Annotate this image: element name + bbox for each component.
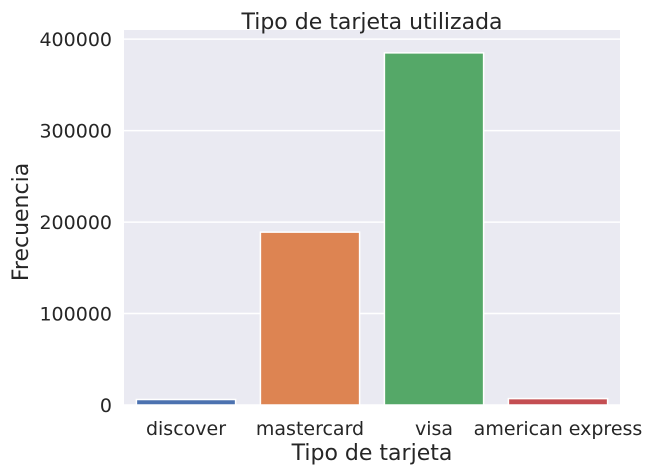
y-tick-label: 200000 [39, 212, 112, 234]
x-tick-label: american express [474, 418, 643, 440]
y-tick-label: 300000 [39, 121, 112, 143]
x-axis-label: Tipo de tarjeta [291, 441, 453, 466]
bar-mastercard [259, 231, 361, 406]
y-tick-labels: 0 100000 200000 300000 400000 [39, 29, 112, 417]
y-axis-label: Frecuencia [9, 163, 34, 281]
bar-american-express [507, 397, 609, 406]
y-tick-label: 400000 [39, 29, 112, 51]
x-tick-label: mastercard [256, 418, 364, 440]
x-tick-labels: discover mastercard visa american express [146, 418, 642, 440]
bar-discover [135, 398, 237, 406]
x-tick-label: discover [146, 418, 226, 440]
bar-visa [383, 52, 485, 406]
bars [135, 52, 609, 406]
x-tick-label: visa [415, 418, 453, 440]
chart-title: Tipo de tarjeta utilizada [240, 10, 502, 35]
y-tick-label: 100000 [39, 304, 112, 326]
y-tick-label: 0 [100, 395, 112, 417]
plot-area [124, 30, 620, 405]
